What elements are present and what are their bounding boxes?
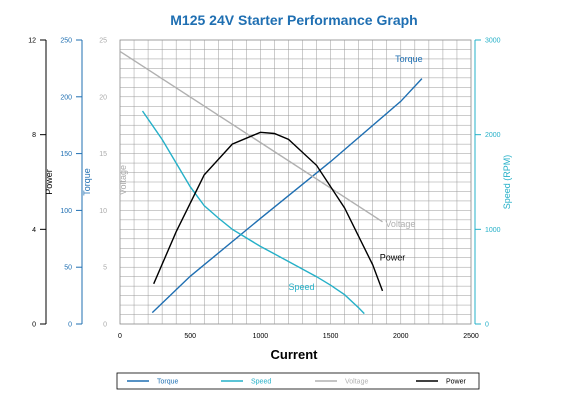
speed-tick-label: 1000 <box>485 227 501 234</box>
torque-tick-label: 0 <box>68 322 72 329</box>
voltage-tick-label: 20 <box>99 94 107 101</box>
torque-axis-label: Torque <box>82 168 92 196</box>
speed-tick-label: 3000 <box>485 38 501 45</box>
power-series-line <box>153 131 384 292</box>
torque-tick-label: 150 <box>60 151 72 158</box>
speed-tick-label: 2000 <box>485 132 501 139</box>
torque-tick-label: 50 <box>64 265 72 272</box>
x-tick-label: 2500 <box>463 333 479 340</box>
voltage-tick-label: 10 <box>99 208 107 215</box>
voltage-axis-label: Voltage <box>118 165 128 195</box>
power-tick-label: 4 <box>32 227 36 234</box>
plot-grid <box>119 39 472 325</box>
power-tick-label: 0 <box>32 322 36 329</box>
speed-tick-label: 0 <box>485 322 489 329</box>
x-tick-label: 500 <box>184 333 196 340</box>
x-tick-label: 1500 <box>323 333 339 340</box>
x-tick-label: 0 <box>118 333 122 340</box>
torque-tick-label: 100 <box>60 208 72 215</box>
power-axis-label: Power <box>44 169 54 195</box>
voltage-tick-label: 5 <box>103 265 107 272</box>
torque-tick-label: 200 <box>60 94 72 101</box>
voltage-annotation: Voltage <box>385 219 415 229</box>
speed-series-line <box>141 110 365 315</box>
voltage-tick-label: 25 <box>99 38 107 45</box>
torque-series-line <box>151 78 423 314</box>
x-tick-label: 1000 <box>253 333 269 340</box>
chart-title: M125 24V Starter Performance Graph <box>170 12 417 28</box>
power-tick-label: 8 <box>32 132 36 139</box>
speed-annotation: Speed <box>288 282 314 292</box>
voltage-tick-label: 15 <box>99 151 107 158</box>
power-tick-label: 12 <box>28 38 36 45</box>
power-annotation: Power <box>380 253 406 263</box>
x-tick-label: 2000 <box>393 333 409 340</box>
chart-legend: Torque Speed Voltage Power <box>116 372 480 390</box>
torque-legend-label: Torque <box>157 379 179 386</box>
data-series <box>119 50 423 315</box>
voltage-tick-label: 0 <box>103 322 107 329</box>
torque-tick-label: 250 <box>60 38 72 45</box>
torque-annotation: Torque <box>395 54 423 64</box>
x-axis-label: Current <box>271 347 319 362</box>
speed-legend-label: Speed <box>251 379 271 386</box>
series-annotations: Torque Speed Voltage Power <box>288 54 422 292</box>
voltage-legend-label: Voltage <box>345 379 368 386</box>
speed-axis-label: Speed (RPM) <box>502 155 512 210</box>
chart-axes: 0 500 1000 1500 2000 250004812Power0501001502… <box>28 38 512 341</box>
power-legend-label: Power <box>446 379 467 386</box>
legend-box <box>116 372 480 390</box>
